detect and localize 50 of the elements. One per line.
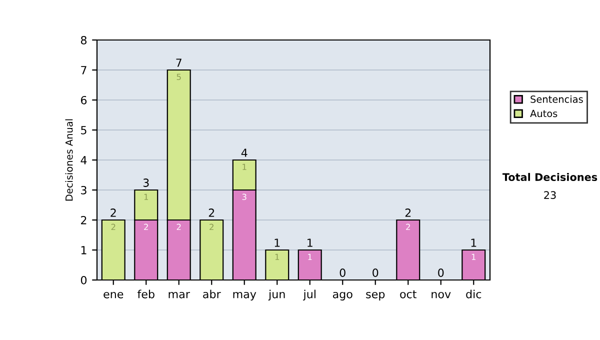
- data-label: 2: [406, 224, 410, 230]
- x-tick-label: dic: [466, 290, 482, 298]
- data-label: 1: [144, 194, 148, 200]
- x-tick-label: feb: [137, 290, 154, 298]
- x-tick-label: sep: [366, 292, 385, 300]
- y-tick-label: 0: [80, 276, 87, 284]
- x-tick-label: oct: [400, 290, 416, 298]
- data-label: 5: [176, 74, 181, 80]
- total-label: 4: [241, 148, 248, 157]
- data-label: 1: [308, 254, 312, 260]
- total-label: 2: [405, 208, 411, 217]
- total-label: 0: [372, 268, 378, 277]
- total-label: 3: [143, 178, 149, 187]
- x-tick-label: ene: [104, 292, 124, 298]
- total-label: 1: [308, 238, 312, 247]
- x-tick-label: mar: [168, 292, 190, 298]
- data-label: 1: [242, 164, 246, 170]
- y-tick-label: 8: [80, 36, 87, 44]
- total-label: 1: [471, 238, 476, 247]
- y-tick-label: 3: [81, 186, 86, 194]
- data-label: 2: [210, 224, 214, 230]
- y-tick-label: 2: [81, 216, 86, 224]
- total-label: 2: [208, 208, 214, 217]
- total-label: 1: [274, 238, 280, 247]
- data-label: 3: [242, 194, 246, 200]
- x-tick-label: jun: [268, 290, 285, 300]
- legend-label: Sentencias: [530, 95, 583, 103]
- y-tick-label: 5: [81, 126, 86, 134]
- y-axis-title: Decisiones Anual: [65, 119, 73, 201]
- x-tick-label: ago: [332, 292, 352, 300]
- y-tick-label: 6: [80, 96, 87, 104]
- total-label: 7: [176, 58, 182, 67]
- total-label: 0: [340, 268, 346, 277]
- data-label: 1: [275, 254, 280, 260]
- data-label: 1: [472, 254, 476, 260]
- x-tick-label: jul: [303, 290, 316, 300]
- y-tick-label: 4: [80, 156, 87, 164]
- data-label: 2: [111, 224, 116, 230]
- total-label: 2: [110, 208, 116, 217]
- data-label: 2: [176, 224, 181, 230]
- x-tick-label: abr: [203, 290, 221, 298]
- legend-label: Autos: [530, 110, 558, 118]
- total-label: 0: [438, 268, 444, 277]
- text: 23: [544, 191, 556, 200]
- data-label: 2: [144, 224, 148, 230]
- y-tick-label: 1: [81, 246, 86, 254]
- x-tick-label: may: [233, 292, 256, 300]
- text: Total Decisiones: [502, 172, 598, 182]
- x-tick-label: nov: [432, 292, 451, 298]
- y-tick-label: 7: [81, 66, 86, 74]
